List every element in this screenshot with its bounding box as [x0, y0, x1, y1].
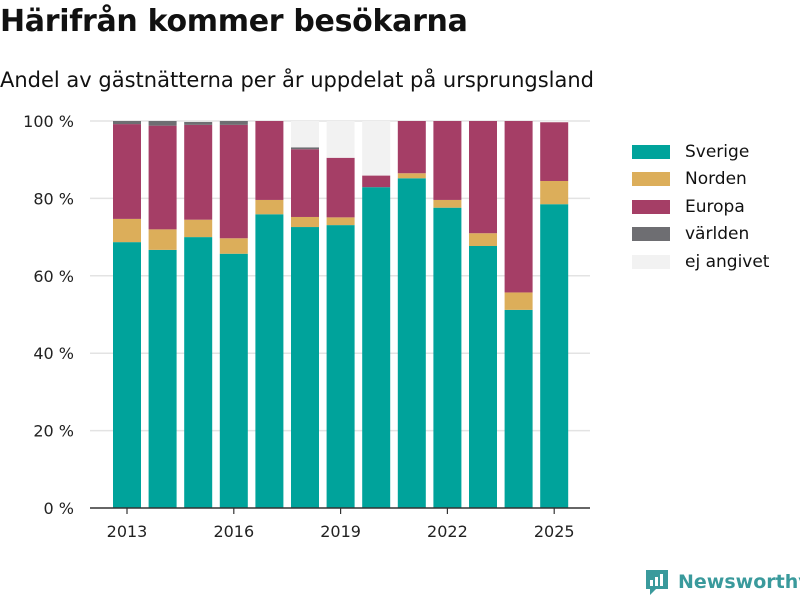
y-tick-label-40: 40 % — [33, 344, 74, 363]
legend: Sverige Norden Europa världen ej angivet — [632, 138, 769, 276]
bar-segment-norden-2016 — [219, 238, 248, 254]
legend-item-varlden[interactable]: världen — [632, 221, 769, 249]
bar-segment-sverige-2019 — [326, 225, 355, 508]
bar-segment-världen-2015 — [184, 121, 213, 125]
bar-segment-sverige-2021 — [397, 178, 426, 508]
bar-segment-sverige-2017 — [255, 214, 284, 508]
newsworthy-brand[interactable]: Newsworthy — [644, 568, 800, 596]
bar-segment-europa-2022 — [433, 121, 462, 200]
y-tick-label-60: 60 % — [33, 267, 74, 286]
bar-segment-europa-2017 — [255, 121, 284, 200]
chart-subtitle: Andel av gästnätterna per år uppdelat på… — [0, 68, 594, 92]
bar-segment-europa-2021 — [397, 121, 426, 174]
x-tick-label-2019: 2019 — [320, 522, 361, 541]
x-tick-label-2025: 2025 — [534, 522, 575, 541]
bar-segment-europa-2015 — [184, 124, 213, 220]
bar-segment-europa-2025 — [540, 122, 569, 181]
bar-segment-ej-angivet-2025 — [540, 121, 569, 123]
bar-segment-sverige-2020 — [362, 187, 391, 508]
bar-segment-norden-2024 — [504, 292, 533, 310]
bar-segment-europa-2018 — [291, 149, 319, 217]
bar-segment-sverige-2014 — [148, 249, 177, 508]
bar-segment-norden-2022 — [433, 199, 462, 208]
bar-segment-världen-2016 — [219, 121, 248, 125]
bar-segment-sverige-2018 — [291, 227, 319, 508]
bar-segment-norden-2025 — [540, 180, 569, 205]
legend-item-sverige[interactable]: Sverige — [632, 138, 769, 166]
y-tick-label-0: 0 % — [44, 499, 74, 518]
x-tick-label-2013: 2013 — [107, 522, 148, 541]
chart-title: Härifrån kommer besökarna — [0, 4, 468, 39]
y-tick-label-100: 100 % — [23, 112, 74, 131]
legend-item-europa[interactable]: Europa — [632, 193, 769, 221]
legend-item-ej-angivet[interactable]: ej angivet — [632, 248, 769, 276]
bar-segment-europa-2016 — [219, 124, 248, 239]
bar-segment-norden-2021 — [397, 173, 426, 179]
legend-swatch-europa — [632, 199, 670, 214]
legend-swatch-varlden — [632, 227, 670, 242]
y-tick-label-20: 20 % — [33, 422, 74, 441]
legend-label-ej-angivet: ej angivet — [685, 251, 770, 272]
legend-label-varlden: världen — [685, 224, 750, 245]
bar-segment-norden-2013 — [113, 218, 141, 243]
bar-segment-norden-2023 — [469, 233, 497, 247]
legend-label-norden: Norden — [685, 169, 747, 190]
legend-swatch-ej-angivet — [632, 254, 670, 269]
legend-item-norden[interactable]: Norden — [632, 166, 769, 194]
bar-segment-europa-2024 — [504, 121, 533, 293]
x-tick-label-2022: 2022 — [427, 522, 468, 541]
bar-segment-europa-2019 — [326, 157, 355, 218]
bar-segment-ej-angivet-2015 — [184, 121, 213, 122]
bar-segment-norden-2015 — [184, 219, 213, 238]
bar-segment-norden-2019 — [326, 217, 355, 226]
bar-segment-norden-2018 — [291, 216, 319, 228]
legend-swatch-norden — [632, 172, 670, 187]
legend-swatch-sverige — [632, 144, 670, 159]
bar-segment-sverige-2025 — [540, 204, 569, 508]
x-tick-label-2016: 2016 — [213, 522, 254, 541]
bar-segment-sverige-2024 — [504, 309, 533, 508]
bar-segment-norden-2017 — [255, 199, 284, 215]
bar-segment-sverige-2022 — [433, 207, 462, 509]
bar-segment-europa-2023 — [469, 121, 497, 234]
bar-segment-europa-2014 — [148, 125, 177, 230]
bar-segment-norden-2014 — [148, 229, 177, 250]
bar-segment-sverige-2015 — [184, 237, 213, 508]
bar-segment-ej-angivet-2018 — [291, 121, 319, 148]
bar-segment-ej-angivet-2020 — [362, 121, 391, 176]
legend-label-sverige: Sverige — [685, 141, 750, 162]
bar-segment-sverige-2023 — [469, 246, 497, 508]
newsworthy-logo-icon — [646, 570, 668, 595]
bar-segment-världen-2018 — [291, 147, 319, 150]
bar-segment-världen-2013 — [113, 121, 141, 125]
bar-segment-ej-angivet-2019 — [326, 121, 355, 158]
legend-label-europa: Europa — [685, 196, 745, 217]
bar-segment-sverige-2016 — [219, 253, 248, 508]
bar-segment-världen-2014 — [148, 121, 177, 126]
bar-segment-europa-2013 — [113, 124, 141, 219]
bar-segment-sverige-2013 — [113, 242, 141, 509]
y-tick-label-80: 80 % — [33, 189, 74, 208]
bar-segment-europa-2020 — [362, 175, 391, 188]
brand-label: Newsworthy — [678, 571, 800, 593]
